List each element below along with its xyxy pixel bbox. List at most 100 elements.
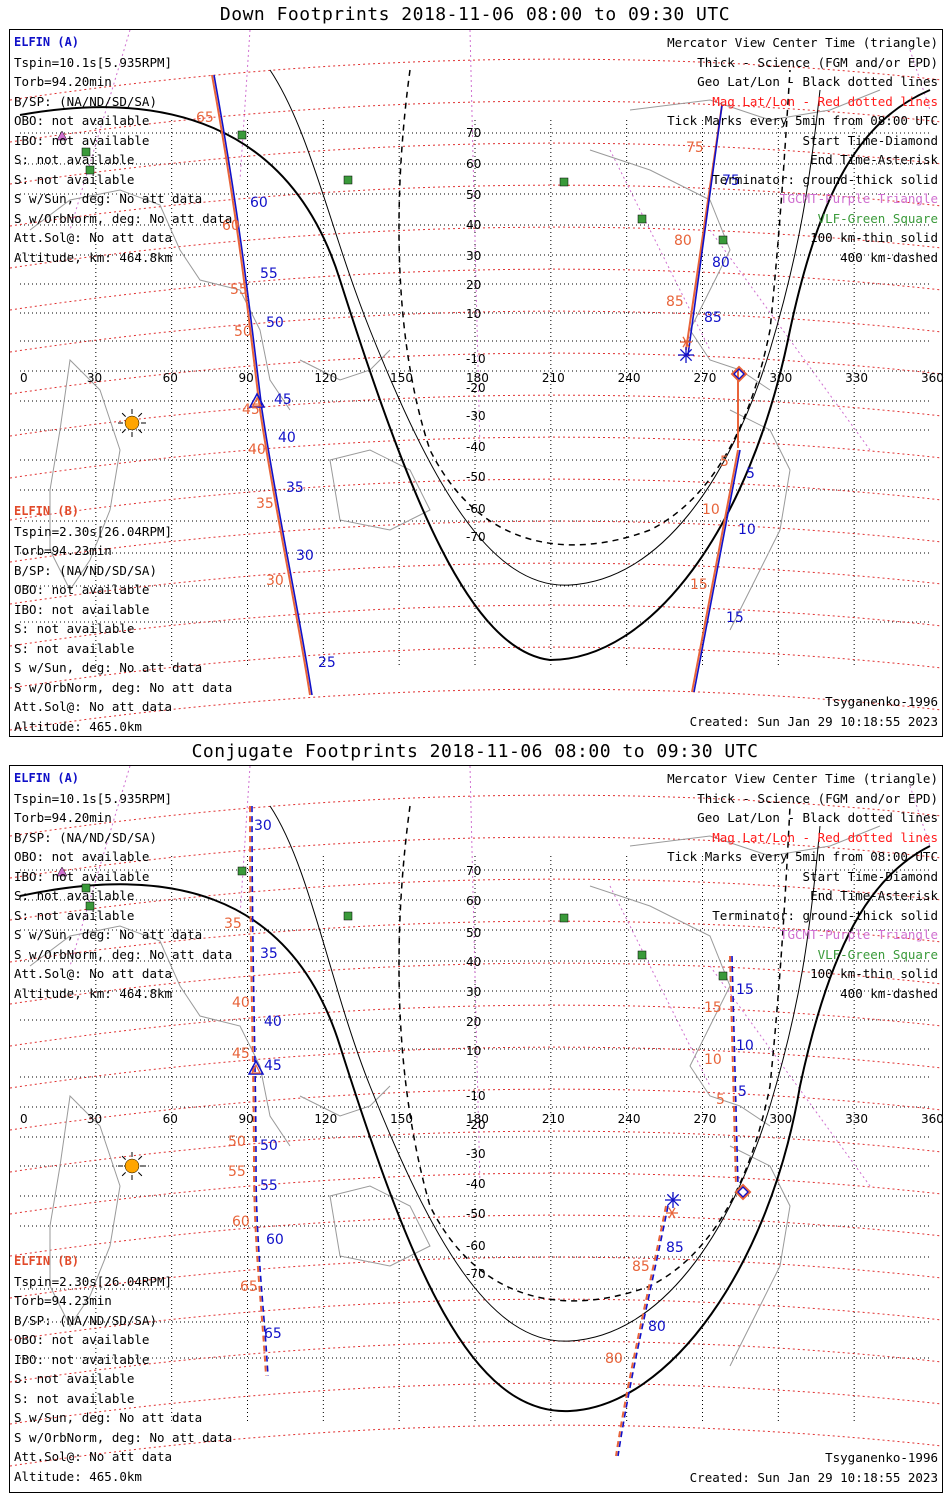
elfin-a-info-line: OBO: not available — [14, 113, 150, 128]
vlf-green-square — [343, 911, 353, 921]
lat-axis-label: 20 — [466, 278, 482, 292]
elfin-b-tick-label: 15 — [690, 577, 708, 593]
lon-axis-label: 180 — [466, 371, 489, 385]
map-legend-item: Geo Lat/Lon - Black dotted lines — [697, 810, 938, 825]
elfin-b-info-line: Tspin=2.30s[26.04RPM] — [14, 1273, 173, 1289]
vlf-green-square — [559, 177, 569, 187]
vlf-green-square — [718, 235, 728, 245]
lon-axis-label: 0 — [20, 1112, 28, 1126]
vlf-green-square — [85, 901, 95, 911]
elfin-b-track-east-south — [691, 449, 739, 693]
map-legend-item: Mag Lat/Lon - Red dotted lines — [712, 93, 938, 109]
lat-axis-label: -40 — [466, 440, 486, 454]
lat-axis-label: -50 — [466, 1207, 486, 1221]
vlf-green-square — [343, 175, 353, 185]
elfin-a-info-line: S: not available — [14, 152, 135, 167]
vlf-green-square — [718, 971, 728, 981]
end-time-asterisk-b — [666, 1207, 678, 1219]
elfin-a-info-line: OBO: not available — [14, 849, 150, 864]
sun-icon — [118, 409, 146, 437]
lat-axis-label: -60 — [466, 502, 486, 516]
lat-axis-label: -10 — [466, 352, 486, 366]
elfin-a-tick-label: 10 — [736, 1038, 754, 1054]
center-time-triangle-b — [251, 1063, 261, 1074]
lat-axis-label: 10 — [466, 1044, 482, 1058]
elfin-a-tick-label: 30 — [296, 548, 314, 564]
elfin-b-info-line: OBO: not available — [14, 582, 150, 597]
elfin-a-info-line: Tspin=10.1s[5.935RPM] — [14, 54, 173, 70]
map-legend-item: 400 km-dashed — [840, 985, 938, 1001]
terminator-ground — [19, 845, 931, 1413]
vlf-green-square — [237, 130, 247, 140]
lat-axis-label: 10 — [466, 307, 482, 321]
elfin-b-info-line: S w/Sun, deg: No att data — [14, 660, 203, 675]
elfin-a-tick-label: 50 — [266, 315, 284, 331]
map-legend-item: Mag Lat/Lon - Red dotted lines — [712, 829, 938, 845]
map-legend-item: TGCMT-Purple Triangle — [779, 191, 938, 206]
elfin-a-tick-label: 80 — [648, 1319, 666, 1335]
terminator-100km — [269, 805, 821, 1342]
footprint-tracks — [249, 805, 739, 1457]
elfin-b-info-line: S w/OrbNorm, deg: No att data — [14, 679, 233, 695]
map-legend-item: 100 km-thin solid — [810, 966, 938, 981]
elfin-b-tick-label: 50 — [228, 1134, 246, 1150]
elfin-a-info-line: Tspin=10.1s[5.935RPM] — [14, 790, 173, 806]
elfin-a-tick-label: 50 — [260, 1138, 278, 1154]
elfin-b-tick-label: 60 — [232, 1214, 250, 1230]
elfin-a-track-east-north — [687, 104, 723, 356]
elfin-a-header: ELFIN (A) — [14, 771, 80, 785]
elfin-b-info-line: S: not available — [14, 1371, 135, 1386]
elfin-b-tick-label: 65 — [196, 110, 214, 126]
elfin-b-tick-label: 85 — [632, 1259, 650, 1275]
elfin-a-info-line: Att.Sol@: No att data — [14, 230, 173, 245]
elfin-b-info-line: B/SP: (NA/ND/SD/SA) — [14, 1312, 157, 1328]
map-legend-item: End Time-Asterisk — [810, 152, 938, 167]
lon-axis-label: 360 — [921, 371, 944, 385]
start-time-diamond-a — [737, 1186, 749, 1198]
lon-axis-label: 180 — [466, 1112, 489, 1126]
elfin-a-info-line: Att.Sol@: No att data — [14, 966, 173, 981]
lat-axis-label: -70 — [466, 530, 486, 544]
elfin-b-info-line: Altitude: 465.0km — [14, 1468, 142, 1484]
lat-axis-label: 70 — [466, 126, 482, 140]
created-timestamp: Created: Sun Jan 29 10:18:55 2023 — [689, 1469, 938, 1485]
lon-axis-label: 270 — [693, 1112, 717, 1126]
map-footer: Tsyganenko-1996 Created: Sun Jan 29 10:18… — [690, 1448, 938, 1487]
vlf-stations — [81, 130, 728, 245]
elfin-b-info-line: Torb=94.23min — [14, 1293, 112, 1308]
elfin-b-info-line: S w/Sun, deg: No att data — [14, 1410, 203, 1425]
map-legend-item: Terminator: ground-thick solid — [712, 907, 938, 923]
elfin-a-track-east-south — [693, 449, 741, 693]
elfin-a-tick-label: 15 — [726, 610, 744, 626]
elfin-b-tick-label: 55 — [228, 1164, 246, 1180]
terminator-ground — [19, 89, 931, 662]
vlf-green-square — [637, 950, 647, 960]
elfin-a-info-line: Altitude, km: 464.8km — [14, 249, 173, 265]
elfin-a-tick-label: 65 — [264, 1326, 282, 1342]
mag-lon-lines — [69, 766, 931, 1187]
elfin-a-tick-label: 40 — [264, 1014, 282, 1030]
map-legend-item: VLF-Green Square — [817, 210, 938, 226]
lat-axis-label: 20 — [466, 1015, 482, 1029]
vlf-green-square — [637, 214, 647, 224]
elfin-b-info-line: IBO: not available — [14, 601, 150, 617]
lat-axis-label: -30 — [466, 1147, 486, 1161]
elfin-b-info-line: Att.Sol@: No att data — [14, 1449, 173, 1464]
start-time-diamond — [730, 365, 748, 383]
lat-axis-label: 70 — [466, 864, 482, 878]
lon-axis-label: 150 — [390, 1112, 414, 1126]
map-legend-item: Tick Marks every 5min from 08:00 UTC — [667, 849, 938, 864]
map-legend-item: Tick Marks every 5min from 08:00 UTC — [667, 113, 938, 128]
elfin-b-header: ELFIN (B) — [14, 504, 80, 518]
lat-axis-label: -20 — [466, 381, 486, 395]
elfin-b-info: ELFIN (B) Tspin=2.30s[26.04RPM] Torb=94.23… — [14, 502, 232, 736]
elfin-b-tick-label: 30 — [266, 573, 284, 589]
elfin-a-info-line: S w/OrbNorm, deg: No att data — [14, 946, 233, 962]
map-legend-item: 400 km-dashed — [840, 249, 938, 265]
elfin-a-tick-label: 5 — [746, 466, 755, 482]
elfin-b-track-east — [729, 955, 737, 1187]
elfin-a-info-line: Altitude, km: 464.8km — [14, 985, 173, 1001]
start-time-diamond-a — [733, 368, 745, 380]
map-legend-item: Start Time-Diamond — [802, 868, 938, 884]
lat-axis-label: -30 — [466, 409, 486, 423]
